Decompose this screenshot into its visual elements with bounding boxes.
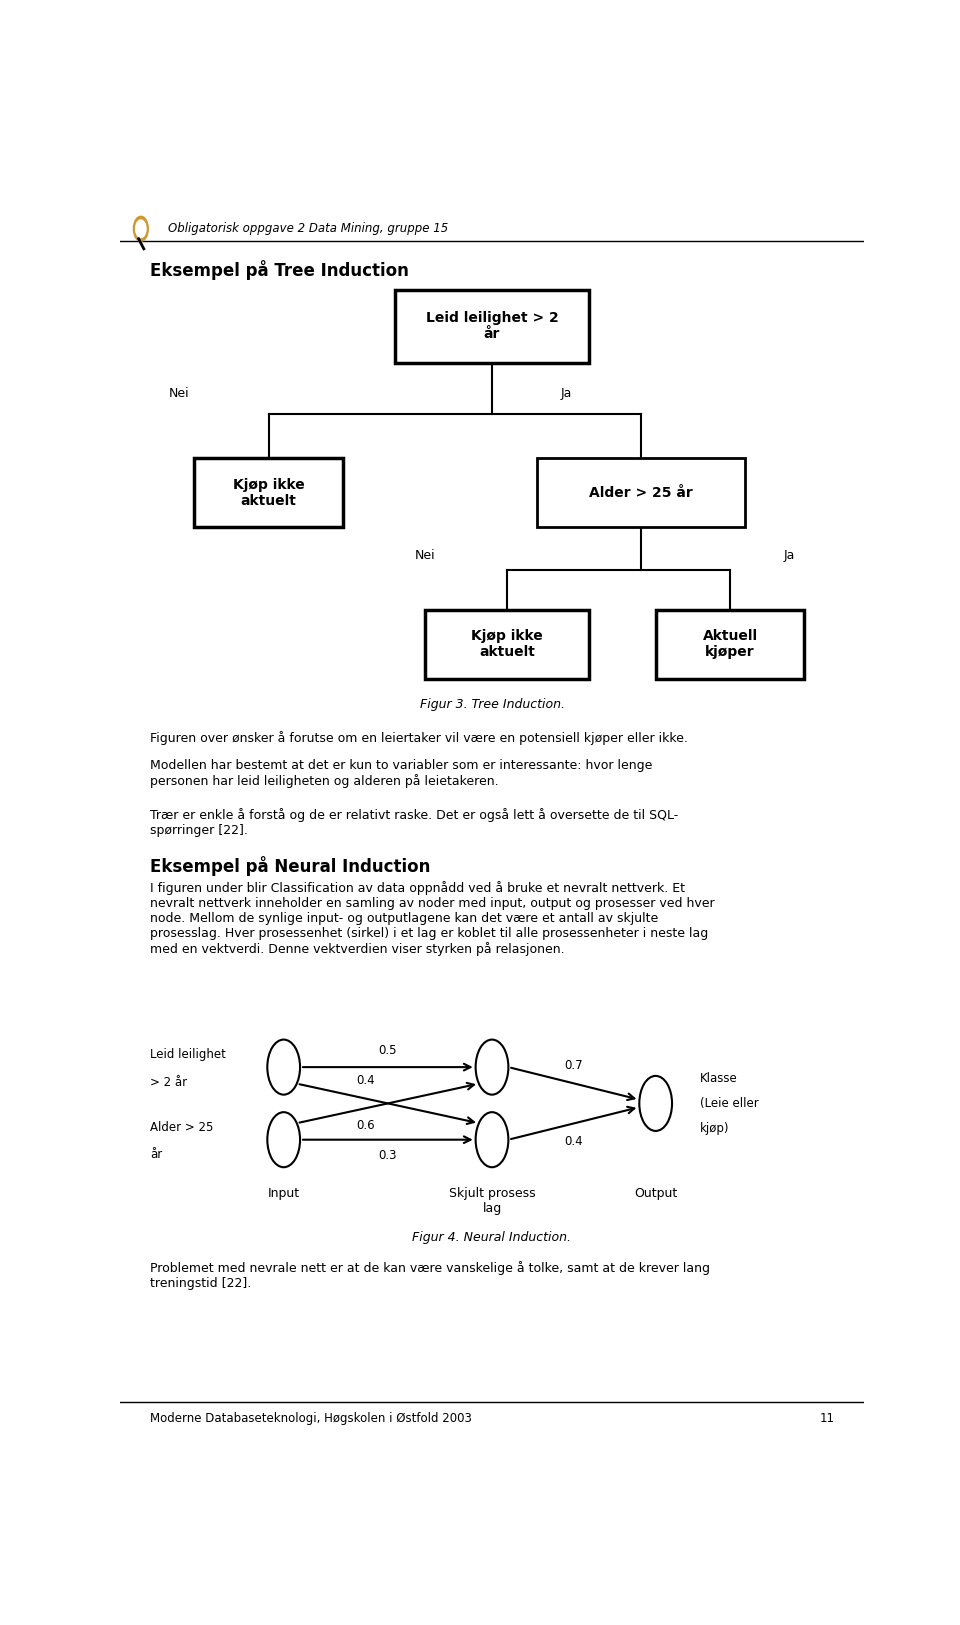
Circle shape xyxy=(135,219,146,237)
Circle shape xyxy=(267,1112,300,1167)
Text: 0.5: 0.5 xyxy=(378,1045,397,1058)
FancyBboxPatch shape xyxy=(537,458,745,526)
Text: Obligatorisk oppgave 2 Data Mining, gruppe 15: Obligatorisk oppgave 2 Data Mining, grup… xyxy=(168,223,448,236)
Text: Kjøp ikke
aktuelt: Kjøp ikke aktuelt xyxy=(471,629,542,660)
FancyBboxPatch shape xyxy=(194,458,344,526)
Text: Moderne Databaseteknologi, Høgskolen i Østfold 2003: Moderne Databaseteknologi, Høgskolen i Ø… xyxy=(150,1412,471,1425)
Text: 0.3: 0.3 xyxy=(378,1149,397,1162)
Circle shape xyxy=(267,1040,300,1095)
Text: Kjøp ikke
aktuelt: Kjøp ikke aktuelt xyxy=(233,478,304,509)
Text: Nei: Nei xyxy=(415,549,435,562)
Text: Figuren over ønsker å forutse om en leiertaker vil være en potensiell kjøper ell: Figuren over ønsker å forutse om en leie… xyxy=(150,731,687,744)
Text: > 2 år: > 2 år xyxy=(150,1076,187,1089)
Text: kjøp): kjøp) xyxy=(701,1121,730,1134)
Text: 0.7: 0.7 xyxy=(564,1060,583,1072)
FancyBboxPatch shape xyxy=(425,609,588,679)
Text: Trær er enkle å forstå og de er relativt raske. Det er også lett å oversette de : Trær er enkle å forstå og de er relativt… xyxy=(150,808,678,837)
Text: Figur 3. Tree Induction.: Figur 3. Tree Induction. xyxy=(420,697,564,710)
Text: 0.4: 0.4 xyxy=(564,1136,583,1149)
Circle shape xyxy=(639,1076,672,1131)
Text: Alder > 25: Alder > 25 xyxy=(150,1121,213,1134)
Text: Ja: Ja xyxy=(561,387,572,400)
Text: 0.6: 0.6 xyxy=(356,1120,374,1133)
Text: Eksempel på Neural Induction: Eksempel på Neural Induction xyxy=(150,856,430,876)
Text: I figuren under blir Classification av data oppnådd ved å bruke et nevralt nettv: I figuren under blir Classification av d… xyxy=(150,881,714,956)
Text: (Leie eller: (Leie eller xyxy=(701,1097,759,1110)
Circle shape xyxy=(133,216,148,240)
FancyBboxPatch shape xyxy=(396,291,588,362)
Text: Problemet med nevrale nett er at de kan være vanskelige å tolke, samt at de krev: Problemet med nevrale nett er at de kan … xyxy=(150,1261,709,1290)
Text: Klasse: Klasse xyxy=(701,1072,738,1086)
FancyBboxPatch shape xyxy=(656,609,804,679)
Text: Output: Output xyxy=(634,1188,678,1201)
Text: Skjult prosess
lag: Skjult prosess lag xyxy=(448,1188,536,1216)
Text: Ja: Ja xyxy=(784,549,795,562)
Text: 0.4: 0.4 xyxy=(356,1074,374,1087)
Text: Eksempel på Tree Induction: Eksempel på Tree Induction xyxy=(150,260,409,280)
Text: Aktuell
kjøper: Aktuell kjøper xyxy=(703,629,757,660)
Text: 11: 11 xyxy=(819,1412,834,1425)
Circle shape xyxy=(475,1112,509,1167)
Text: Input: Input xyxy=(268,1188,300,1201)
Text: Figur 4. Neural Induction.: Figur 4. Neural Induction. xyxy=(413,1230,571,1243)
Text: år: år xyxy=(150,1149,162,1162)
Text: Alder > 25 år: Alder > 25 år xyxy=(588,486,693,500)
Text: Nei: Nei xyxy=(169,387,190,400)
Text: Leid leilighet > 2
år: Leid leilighet > 2 år xyxy=(425,312,559,341)
Circle shape xyxy=(475,1040,509,1095)
Text: Modellen har bestemt at det er kun to variabler som er interessante: hvor lenge
: Modellen har bestemt at det er kun to va… xyxy=(150,759,652,788)
Text: Leid leilighet: Leid leilighet xyxy=(150,1048,226,1061)
